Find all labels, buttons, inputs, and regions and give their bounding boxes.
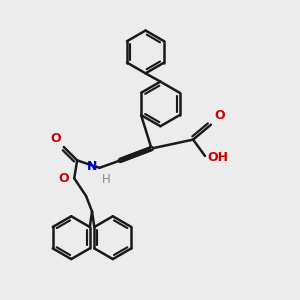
Text: O: O <box>51 132 62 145</box>
Text: N: N <box>87 160 98 173</box>
Text: O: O <box>58 172 69 185</box>
Text: H: H <box>102 173 111 186</box>
Text: O: O <box>214 110 225 122</box>
Text: OH: OH <box>207 151 228 164</box>
